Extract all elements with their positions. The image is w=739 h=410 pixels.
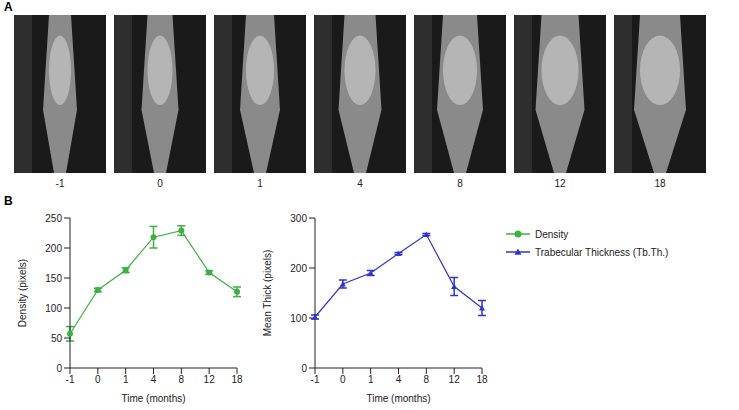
html-text:Density: Density [535,228,569,240]
svg-text:0: 0 [95,374,101,385]
svg-text:12: 12 [449,374,461,385]
svg-text:0: 0 [340,374,346,385]
svg-text:150: 150 [45,273,62,284]
svg-text:12: 12 [204,374,216,385]
svg-text:8: 8 [424,374,430,385]
svg-text:250: 250 [45,213,62,224]
svg-text:50: 50 [51,333,63,344]
svg-text:-1: -1 [311,374,320,385]
html-text:18: 18 [654,178,666,189]
html-text:-1: -1 [55,178,65,189]
svg-text:1: 1 [123,374,129,385]
html-text:A: A [4,0,13,14]
html-text:1: 1 [257,178,263,189]
svg-text:-1: -1 [66,374,75,385]
svg-text:18: 18 [476,374,488,385]
html-text:4: 4 [357,178,363,189]
svg-text:Density (pixels): Density (pixels) [17,259,28,327]
html-text:B: B [4,194,13,208]
html-text:Trabecular Thickness (Tb.Th.): Trabecular Thickness (Tb.Th.) [535,246,669,258]
svg-text:8: 8 [179,374,185,385]
svg-text:18: 18 [231,374,243,385]
html-text:0: 0 [157,178,163,189]
svg-text:100: 100 [290,313,307,324]
svg-text:Mean Thick (pixels): Mean Thick (pixels) [262,250,273,337]
svg-text:Time (months): Time (months) [366,393,430,404]
svg-text:0: 0 [301,363,307,374]
svg-text:100: 100 [45,303,62,314]
svg-text:Time (months): Time (months) [121,393,185,404]
svg-text:0: 0 [56,363,62,374]
svg-text:200: 200 [290,263,307,274]
svg-text:4: 4 [151,374,157,385]
html-text:12: 12 [554,178,566,189]
svg-text:200: 200 [45,243,62,254]
svg-text:1: 1 [368,374,374,385]
svg-text:4: 4 [396,374,402,385]
html-text:8: 8 [457,178,463,189]
svg-text:300: 300 [290,213,307,224]
